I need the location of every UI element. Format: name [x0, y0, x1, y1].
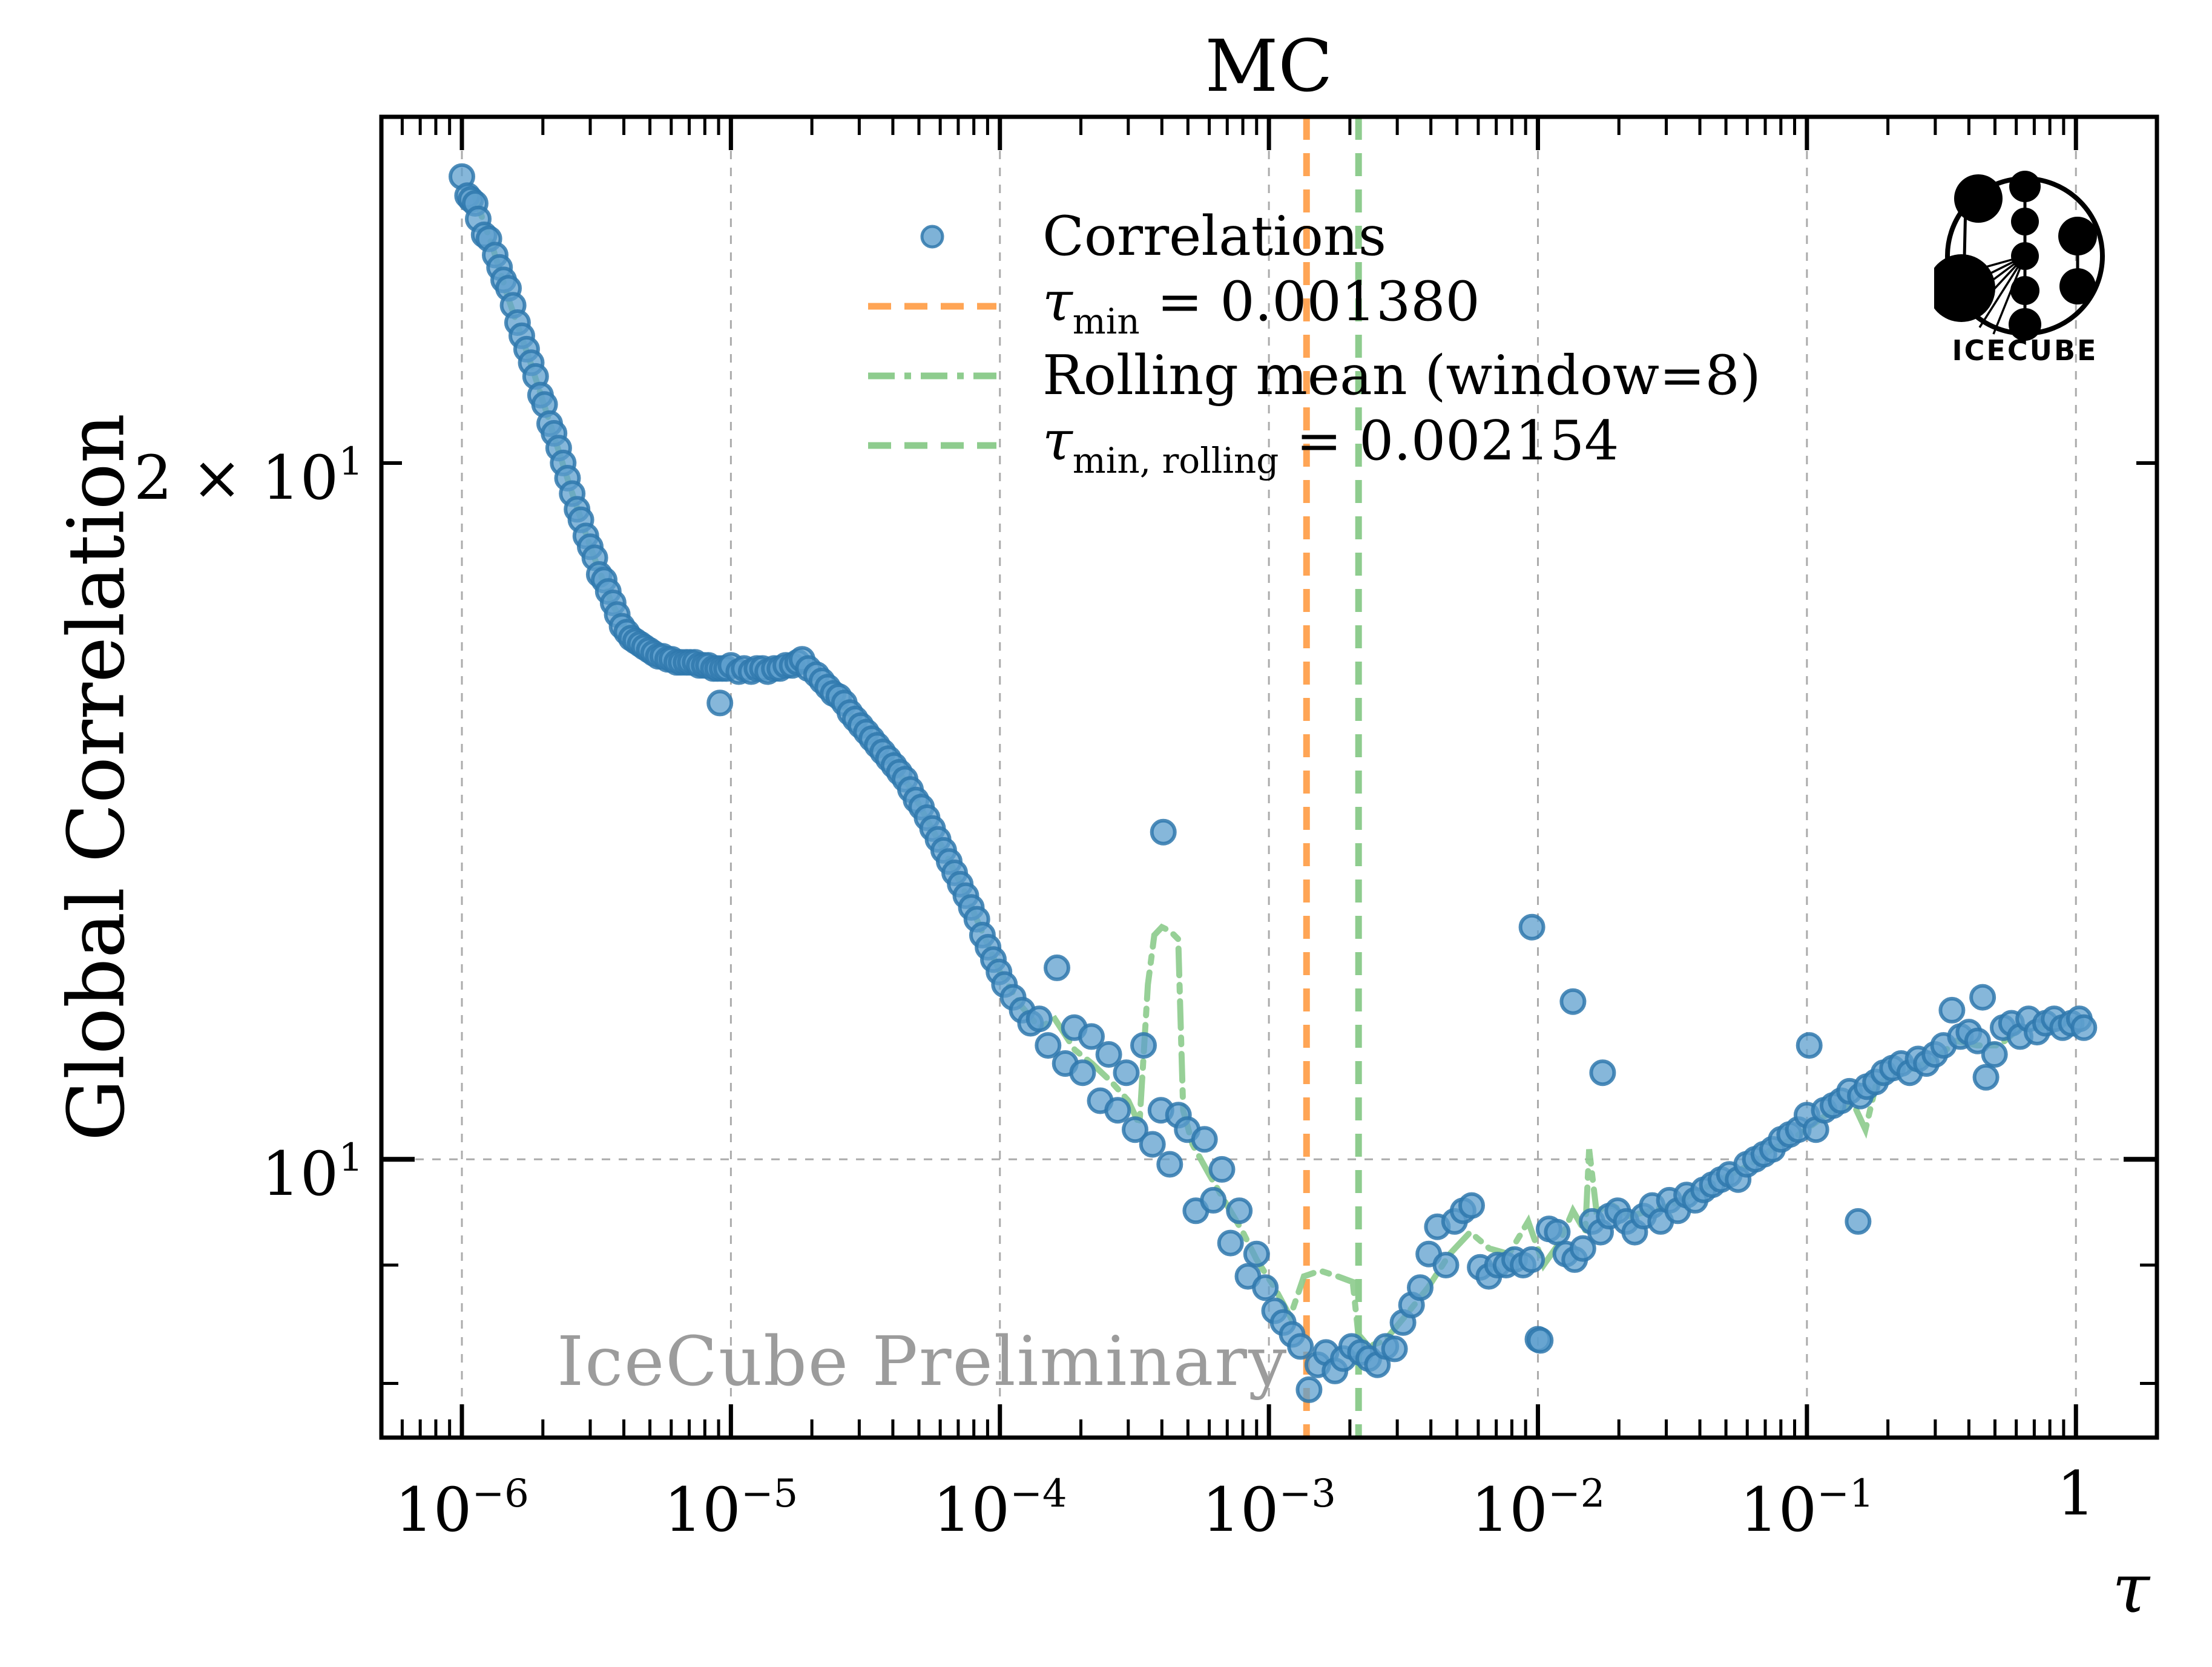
legend-row-rolling-mean: Rolling mean (window=8) [866, 341, 1761, 410]
scatter-point [1796, 1032, 1823, 1059]
y-tick-label-20: 2 × 101 [134, 439, 363, 513]
x-tick-label: 10−3 [1202, 1471, 1336, 1545]
logo-doms [1934, 171, 2097, 341]
legend: Correlations τmin = 0.001380 Rolling mea… [866, 202, 1761, 481]
scatter-point [1972, 1064, 2000, 1091]
icecube-logo: IceCube [1934, 171, 2105, 367]
x-tick-label: 10−6 [395, 1471, 529, 1545]
scatter-point [1243, 1240, 1270, 1268]
scatter-point [1544, 1218, 1571, 1246]
x-tick-label: 10−4 [932, 1471, 1067, 1545]
scatter-point [1113, 1059, 1140, 1087]
scatter-point [1078, 1023, 1105, 1050]
scatter-point [1569, 1235, 1596, 1262]
x-tick-label: 10−2 [1470, 1471, 1605, 1545]
legend-label-correlations: Correlations [1042, 205, 1387, 268]
watermark: IceCube Preliminary [557, 1323, 1288, 1401]
scatter-point [1458, 1192, 1485, 1219]
dashed-line-icon [868, 303, 996, 309]
x-tick-label: 1 [2056, 1458, 2096, 1529]
scatter-point [1150, 818, 1177, 846]
scatter-point [1518, 913, 1545, 941]
y-tick-label-10: 101 [262, 1136, 363, 1209]
scatter-point [1191, 1126, 1218, 1153]
legend-row-tau-min: τmin = 0.001380 [866, 270, 1761, 342]
legend-row-tau-min-rolling: τmin, rolling = 0.002154 [866, 409, 1761, 481]
x-axis-label: τ [2112, 1550, 2150, 1628]
scatter-point [1252, 1274, 1279, 1301]
legend-label-tau-min: τmin = 0.001380 [1042, 270, 1480, 342]
scatter-point [1407, 1274, 1434, 1301]
scatter-point [1845, 1208, 1872, 1235]
scatter-point [1559, 988, 1587, 1015]
scatter-point [1035, 1032, 1062, 1059]
scatter-point [1981, 1041, 2008, 1068]
scatter-point [1381, 1335, 1408, 1363]
scatter-point [1208, 1156, 1236, 1183]
scatter-point [1156, 1151, 1183, 1178]
scatter-point [1432, 1252, 1460, 1278]
legend-row-correlations: Correlations [866, 202, 1761, 271]
scatter-point [706, 689, 734, 717]
scatter-point [1527, 1327, 1554, 1354]
legend-label-tau-min-rolling: τmin, rolling = 0.002154 [1042, 409, 1619, 481]
logo-wordmark: IceCube [1952, 334, 2098, 367]
x-tick-label: 10−1 [1740, 1471, 1874, 1545]
scatter-point [1287, 1333, 1314, 1360]
scatter-point [1938, 996, 1966, 1024]
scatter-point [1044, 954, 1070, 981]
y-axis-label: Global Correlation [51, 413, 142, 1142]
chart-title: MC [1205, 24, 1333, 108]
scatter-point [1025, 1005, 1053, 1033]
scatter-point [2070, 1014, 2098, 1041]
scatter-point [1217, 1229, 1244, 1257]
scatter-point [1518, 1246, 1545, 1273]
scatter-point [1200, 1186, 1227, 1214]
dashdot-line-icon [868, 372, 996, 379]
dashed-line-icon [868, 442, 996, 449]
scatter-point [1964, 1027, 1991, 1054]
x-tick-label: 10−5 [663, 1471, 798, 1545]
scatter-point [1139, 1131, 1166, 1158]
scatter-point [1589, 1059, 1616, 1087]
scatter-marker-icon [920, 225, 944, 248]
scatter-point [1095, 1041, 1122, 1068]
scatter-point [1130, 1032, 1157, 1059]
scatter-point [1069, 1059, 1096, 1087]
scatter-point [1104, 1097, 1131, 1124]
scatter-point [1969, 984, 1996, 1011]
legend-label-rolling-mean: Rolling mean (window=8) [1042, 344, 1761, 407]
scatter-point [1122, 1116, 1148, 1143]
scatter-point [1226, 1197, 1253, 1225]
scatter-point [1295, 1376, 1323, 1403]
